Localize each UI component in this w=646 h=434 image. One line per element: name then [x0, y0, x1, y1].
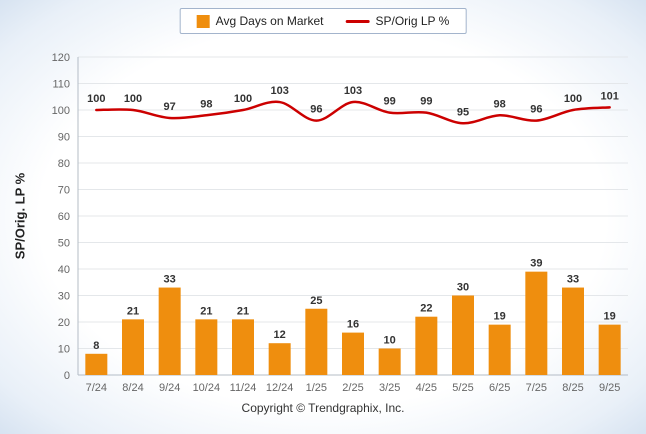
- y-tick-label: 50: [58, 238, 70, 250]
- x-tick-label: 12/24: [266, 382, 294, 394]
- bar-value-label: 21: [237, 305, 249, 317]
- y-tick-label: 80: [58, 158, 70, 170]
- y-tick-label: 30: [58, 291, 70, 303]
- bar: [452, 295, 474, 375]
- line-value-label: 103: [270, 85, 288, 97]
- bar: [122, 319, 144, 375]
- bar-value-label: 12: [274, 329, 286, 341]
- bar-value-label: 30: [457, 282, 469, 294]
- line-value-label: 95: [457, 106, 469, 118]
- bar: [342, 332, 364, 375]
- y-tick-label: 60: [58, 211, 70, 223]
- bar: [378, 348, 401, 375]
- bar-value-label: 19: [494, 311, 506, 323]
- line-value-label: 99: [420, 96, 432, 108]
- x-tick-label: 8/24: [122, 382, 143, 394]
- legend-item-sp-orig: SP/Orig LP %: [345, 14, 450, 28]
- bar: [488, 324, 511, 375]
- x-tick-label: 9/25: [599, 382, 620, 394]
- y-tick-label: 70: [58, 185, 70, 197]
- line-value-label: 100: [124, 93, 142, 105]
- bar-value-label: 22: [420, 303, 432, 315]
- bar-value-label: 10: [384, 335, 396, 347]
- x-tick-label: 9/24: [159, 382, 180, 394]
- bar: [415, 316, 438, 375]
- y-tick-label: 110: [52, 79, 70, 91]
- bar-value-label: 33: [567, 274, 579, 286]
- bar: [195, 319, 218, 375]
- bar-value-label: 39: [530, 258, 542, 270]
- line-value-label: 98: [494, 98, 506, 110]
- line-value-label: 100: [564, 93, 582, 105]
- x-tick-label: 10/24: [193, 382, 221, 394]
- bar-value-label: 25: [310, 295, 322, 307]
- bar-value-label: 21: [127, 305, 139, 317]
- bar-swatch-icon: [196, 14, 210, 28]
- bar: [85, 353, 108, 375]
- legend: Avg Days on Market SP/Orig LP %: [179, 8, 467, 34]
- bar: [525, 271, 548, 375]
- line-value-label: 96: [310, 104, 322, 116]
- line-value-label: 99: [384, 96, 396, 108]
- bar: [268, 343, 291, 375]
- x-tick-label: 8/25: [562, 382, 583, 394]
- bar: [158, 287, 181, 375]
- bar-value-label: 16: [347, 319, 359, 331]
- x-tick-label: 6/25: [489, 382, 510, 394]
- line-value-label: 96: [530, 104, 542, 116]
- line-value-label: 97: [164, 101, 176, 113]
- x-tick-label: 11/24: [230, 382, 257, 394]
- y-tick-label: 90: [58, 132, 70, 144]
- bar: [232, 319, 254, 375]
- x-tick-label: 7/25: [526, 382, 547, 394]
- line-swatch-icon: [345, 19, 370, 23]
- line-value-label: 100: [87, 93, 105, 105]
- line-series: [95, 100, 611, 125]
- y-axis-title: SP/Orig. LP %: [12, 172, 28, 260]
- x-tick-label: 3/25: [379, 382, 400, 394]
- bar: [305, 308, 328, 375]
- x-tick-label: 7/24: [86, 382, 107, 394]
- y-tick-label: 120: [52, 52, 70, 64]
- line-value-label: 103: [344, 85, 362, 97]
- copyright-text: Copyright © Trendgraphix, Inc.: [241, 401, 405, 415]
- y-tick-label: 20: [58, 317, 70, 329]
- bar-value-label: 19: [604, 311, 616, 323]
- x-tick-label: 5/25: [452, 382, 473, 394]
- bar-value-label: 8: [93, 340, 99, 352]
- line-value-label: 100: [234, 93, 252, 105]
- y-tick-label: 40: [58, 264, 70, 276]
- y-tick-label: 100: [52, 105, 70, 117]
- x-tick-label: 1/25: [306, 382, 327, 394]
- x-tick-label: 4/25: [416, 382, 437, 394]
- legend-label-sp-orig: SP/Orig LP %: [375, 14, 450, 28]
- bar: [562, 287, 584, 375]
- x-tick-label: 2/25: [342, 382, 363, 394]
- bar-value-label: 33: [164, 274, 176, 286]
- legend-item-avg-days: Avg Days on Market: [196, 14, 324, 28]
- line-value-label: 101: [600, 90, 618, 102]
- bar: [598, 324, 621, 375]
- bar-value-label: 21: [200, 305, 212, 317]
- y-tick-label: 0: [64, 370, 70, 382]
- legend-label-avg-days: Avg Days on Market: [215, 14, 324, 28]
- y-tick-label: 10: [58, 344, 70, 356]
- line-value-label: 98: [200, 98, 212, 110]
